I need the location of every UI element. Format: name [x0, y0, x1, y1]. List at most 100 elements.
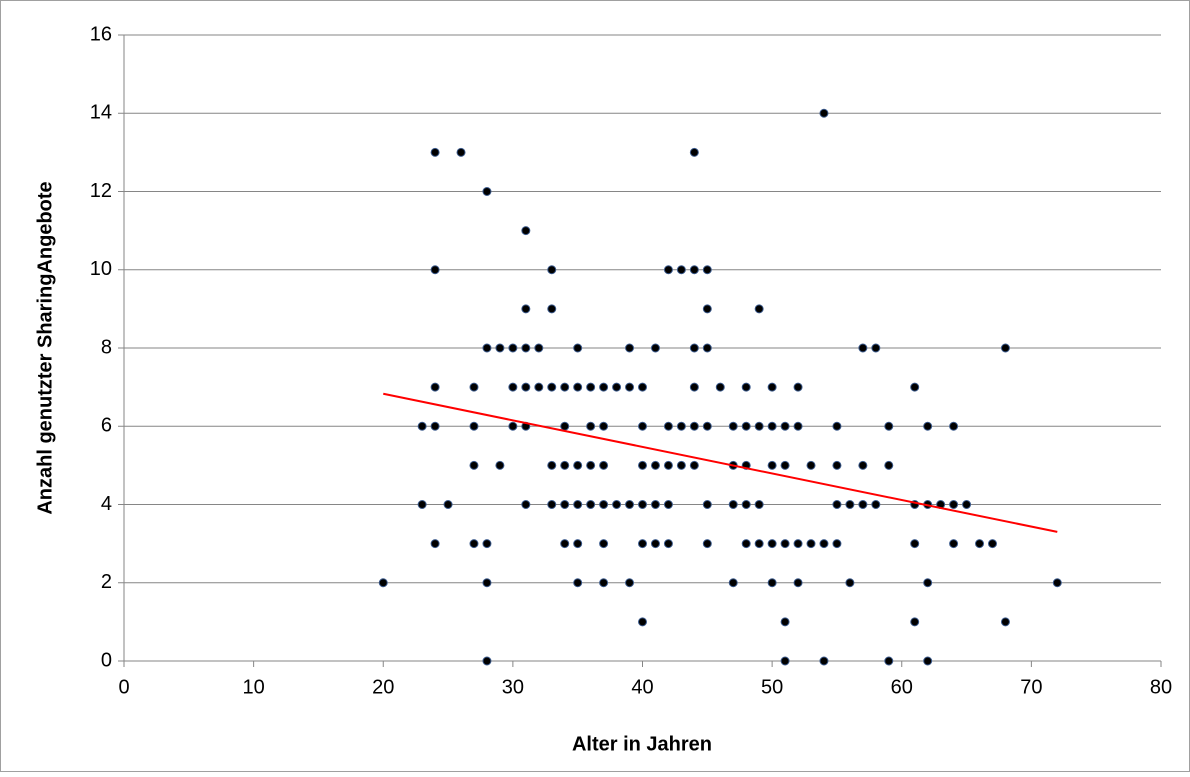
- y-tick-label: 14: [90, 102, 112, 124]
- scatter-point: [715, 382, 725, 392]
- scatter-point: [741, 421, 751, 431]
- scatter-point: [910, 539, 920, 549]
- scatter-point: [663, 539, 673, 549]
- scatter-point: [638, 382, 647, 392]
- scatter-point: [923, 421, 933, 431]
- scatter-point: [780, 539, 790, 549]
- scatter-point: [521, 304, 531, 314]
- scatter-point: [573, 460, 583, 470]
- scatter-point: [793, 578, 803, 588]
- scatter-point: [689, 382, 699, 392]
- scatter-point: [521, 226, 531, 236]
- scatter-point: [819, 108, 829, 118]
- scatter-point: [663, 500, 673, 509]
- scatter-point: [534, 382, 544, 392]
- y-tick-label: 6: [101, 415, 112, 437]
- scatter-point: [430, 539, 440, 549]
- scatter-point: [547, 500, 557, 509]
- scatter-point: [949, 421, 959, 431]
- scatter-point: [1000, 343, 1010, 353]
- scatter-point: [430, 382, 440, 392]
- scatter-point: [780, 421, 790, 431]
- scatter-point: [638, 500, 647, 509]
- scatter-point: [482, 343, 492, 353]
- scatter-point: [858, 460, 868, 470]
- scatter-point: [469, 421, 479, 431]
- scatter-point: [767, 421, 777, 431]
- scatter-point: [625, 382, 635, 392]
- scatter-point: [573, 539, 583, 549]
- scatter-point: [638, 421, 647, 431]
- trendline: [383, 392, 1058, 533]
- scatter-point: [1000, 617, 1010, 627]
- scatter-point: [754, 421, 764, 431]
- scatter-point: [689, 343, 699, 353]
- scatter-point: [573, 578, 583, 588]
- scatter-point: [612, 382, 622, 392]
- scatter-point: [430, 421, 440, 431]
- scatter-point: [741, 382, 751, 392]
- scatter-point: [663, 265, 673, 275]
- scatter-point: [741, 500, 751, 509]
- scatter-point: [599, 382, 609, 392]
- scatter-point: [949, 500, 959, 509]
- y-tick-label: 2: [101, 571, 112, 593]
- scatter-point: [560, 382, 570, 392]
- scatter-point: [689, 147, 699, 157]
- scatter-point: [819, 539, 829, 549]
- scatter-point: [599, 500, 609, 509]
- scatter-point: [508, 382, 518, 392]
- scatter-point: [689, 460, 699, 470]
- y-tick-label: 12: [90, 180, 112, 202]
- scatter-point: [884, 460, 894, 470]
- scatter-point: [586, 500, 596, 509]
- scatter-point: [871, 343, 881, 353]
- scatter-point: [689, 265, 699, 275]
- scatter-point: [676, 265, 686, 275]
- scatter-point: [586, 421, 596, 431]
- scatter-point: [650, 500, 660, 509]
- y-tick-label: 16: [90, 23, 112, 45]
- scatter-point: [663, 421, 673, 431]
- scatter-point: [573, 382, 583, 392]
- scatter-point: [702, 304, 712, 314]
- scatter-point: [884, 421, 894, 431]
- scatter-point: [417, 500, 427, 509]
- scatter-point: [599, 578, 609, 588]
- scatter-point: [806, 460, 816, 470]
- scatter-point: [832, 500, 842, 509]
- scatter-point: [780, 656, 790, 666]
- scatter-point: [547, 382, 557, 392]
- scatter-point: [650, 460, 660, 470]
- scatter-point: [560, 421, 570, 431]
- scatter-point: [482, 656, 492, 666]
- scatter-point: [456, 147, 466, 157]
- scatter-point: [482, 539, 492, 549]
- scatter-point: [676, 460, 686, 470]
- scatter-point: [495, 460, 505, 470]
- scatter-point: [650, 343, 660, 353]
- scatter-point: [612, 500, 622, 509]
- scatter-point: [689, 421, 699, 431]
- scatter-point: [832, 460, 842, 470]
- scatter-point: [910, 617, 920, 627]
- x-tick-label: 50: [761, 676, 783, 698]
- scatter-point: [949, 539, 959, 549]
- scatter-point: [780, 617, 790, 627]
- scatter-point: [586, 460, 596, 470]
- scatter-point: [767, 578, 777, 588]
- scatter-point: [793, 421, 803, 431]
- scatter-point: [767, 460, 777, 470]
- scatter-point: [793, 382, 803, 392]
- scatter-point: [858, 343, 868, 353]
- scatter-point: [638, 539, 647, 549]
- scatter-point: [832, 421, 842, 431]
- scatter-point: [430, 265, 440, 275]
- scatter-point: [702, 539, 712, 549]
- scatter-point: [754, 500, 764, 509]
- scatter-point: [430, 147, 440, 157]
- scatter-point: [754, 539, 764, 549]
- scatter-point: [962, 500, 972, 509]
- scatter-point: [702, 343, 712, 353]
